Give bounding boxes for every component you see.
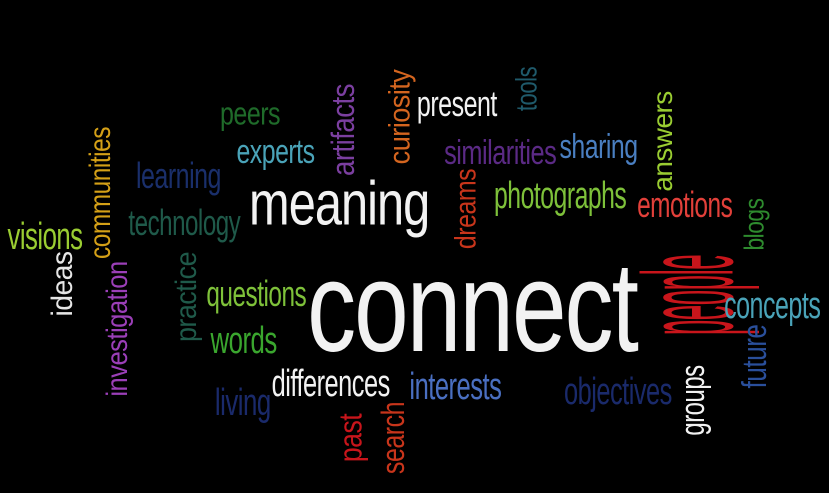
word-curiosity: curiosity [383, 69, 417, 165]
word-photographs: photographs [494, 174, 627, 217]
word-groups: groups [673, 364, 712, 436]
word-peers: peers [220, 96, 281, 132]
word-communities: communities [83, 127, 117, 259]
word-questions: questions [205, 272, 306, 314]
word-future: future [735, 324, 774, 388]
word-answers: answers [646, 90, 678, 192]
word-words: words [210, 319, 277, 362]
word-artifacts: artifacts [325, 84, 361, 176]
word-interests: interests [408, 365, 501, 408]
word-connect: connect [307, 235, 639, 379]
word-learning: learning [135, 154, 221, 196]
word-technology: technology [127, 201, 240, 243]
word-past: past [333, 413, 369, 463]
word-objectives: objectives [564, 370, 672, 413]
word-present: present [416, 82, 497, 124]
word-visions: visions [7, 215, 83, 258]
word-meaning: meaning [249, 168, 430, 238]
word-tools: tools [510, 66, 544, 112]
word-investigation: investigation [100, 261, 134, 397]
word-differences: differences [271, 362, 390, 405]
word-similarities: similarities [444, 133, 557, 172]
word-practice: practice [169, 251, 203, 343]
word-dreams: dreams [449, 168, 483, 250]
word-concepts: concepts [724, 284, 821, 327]
word-experts: experts [235, 132, 315, 171]
word-living: living [214, 381, 271, 424]
word-ideas: ideas [45, 251, 79, 317]
word-emotions: emotions [636, 183, 733, 225]
word-search: search [375, 401, 411, 475]
word-blogs: blogs [738, 197, 770, 251]
word-sharing: sharing [558, 127, 638, 166]
